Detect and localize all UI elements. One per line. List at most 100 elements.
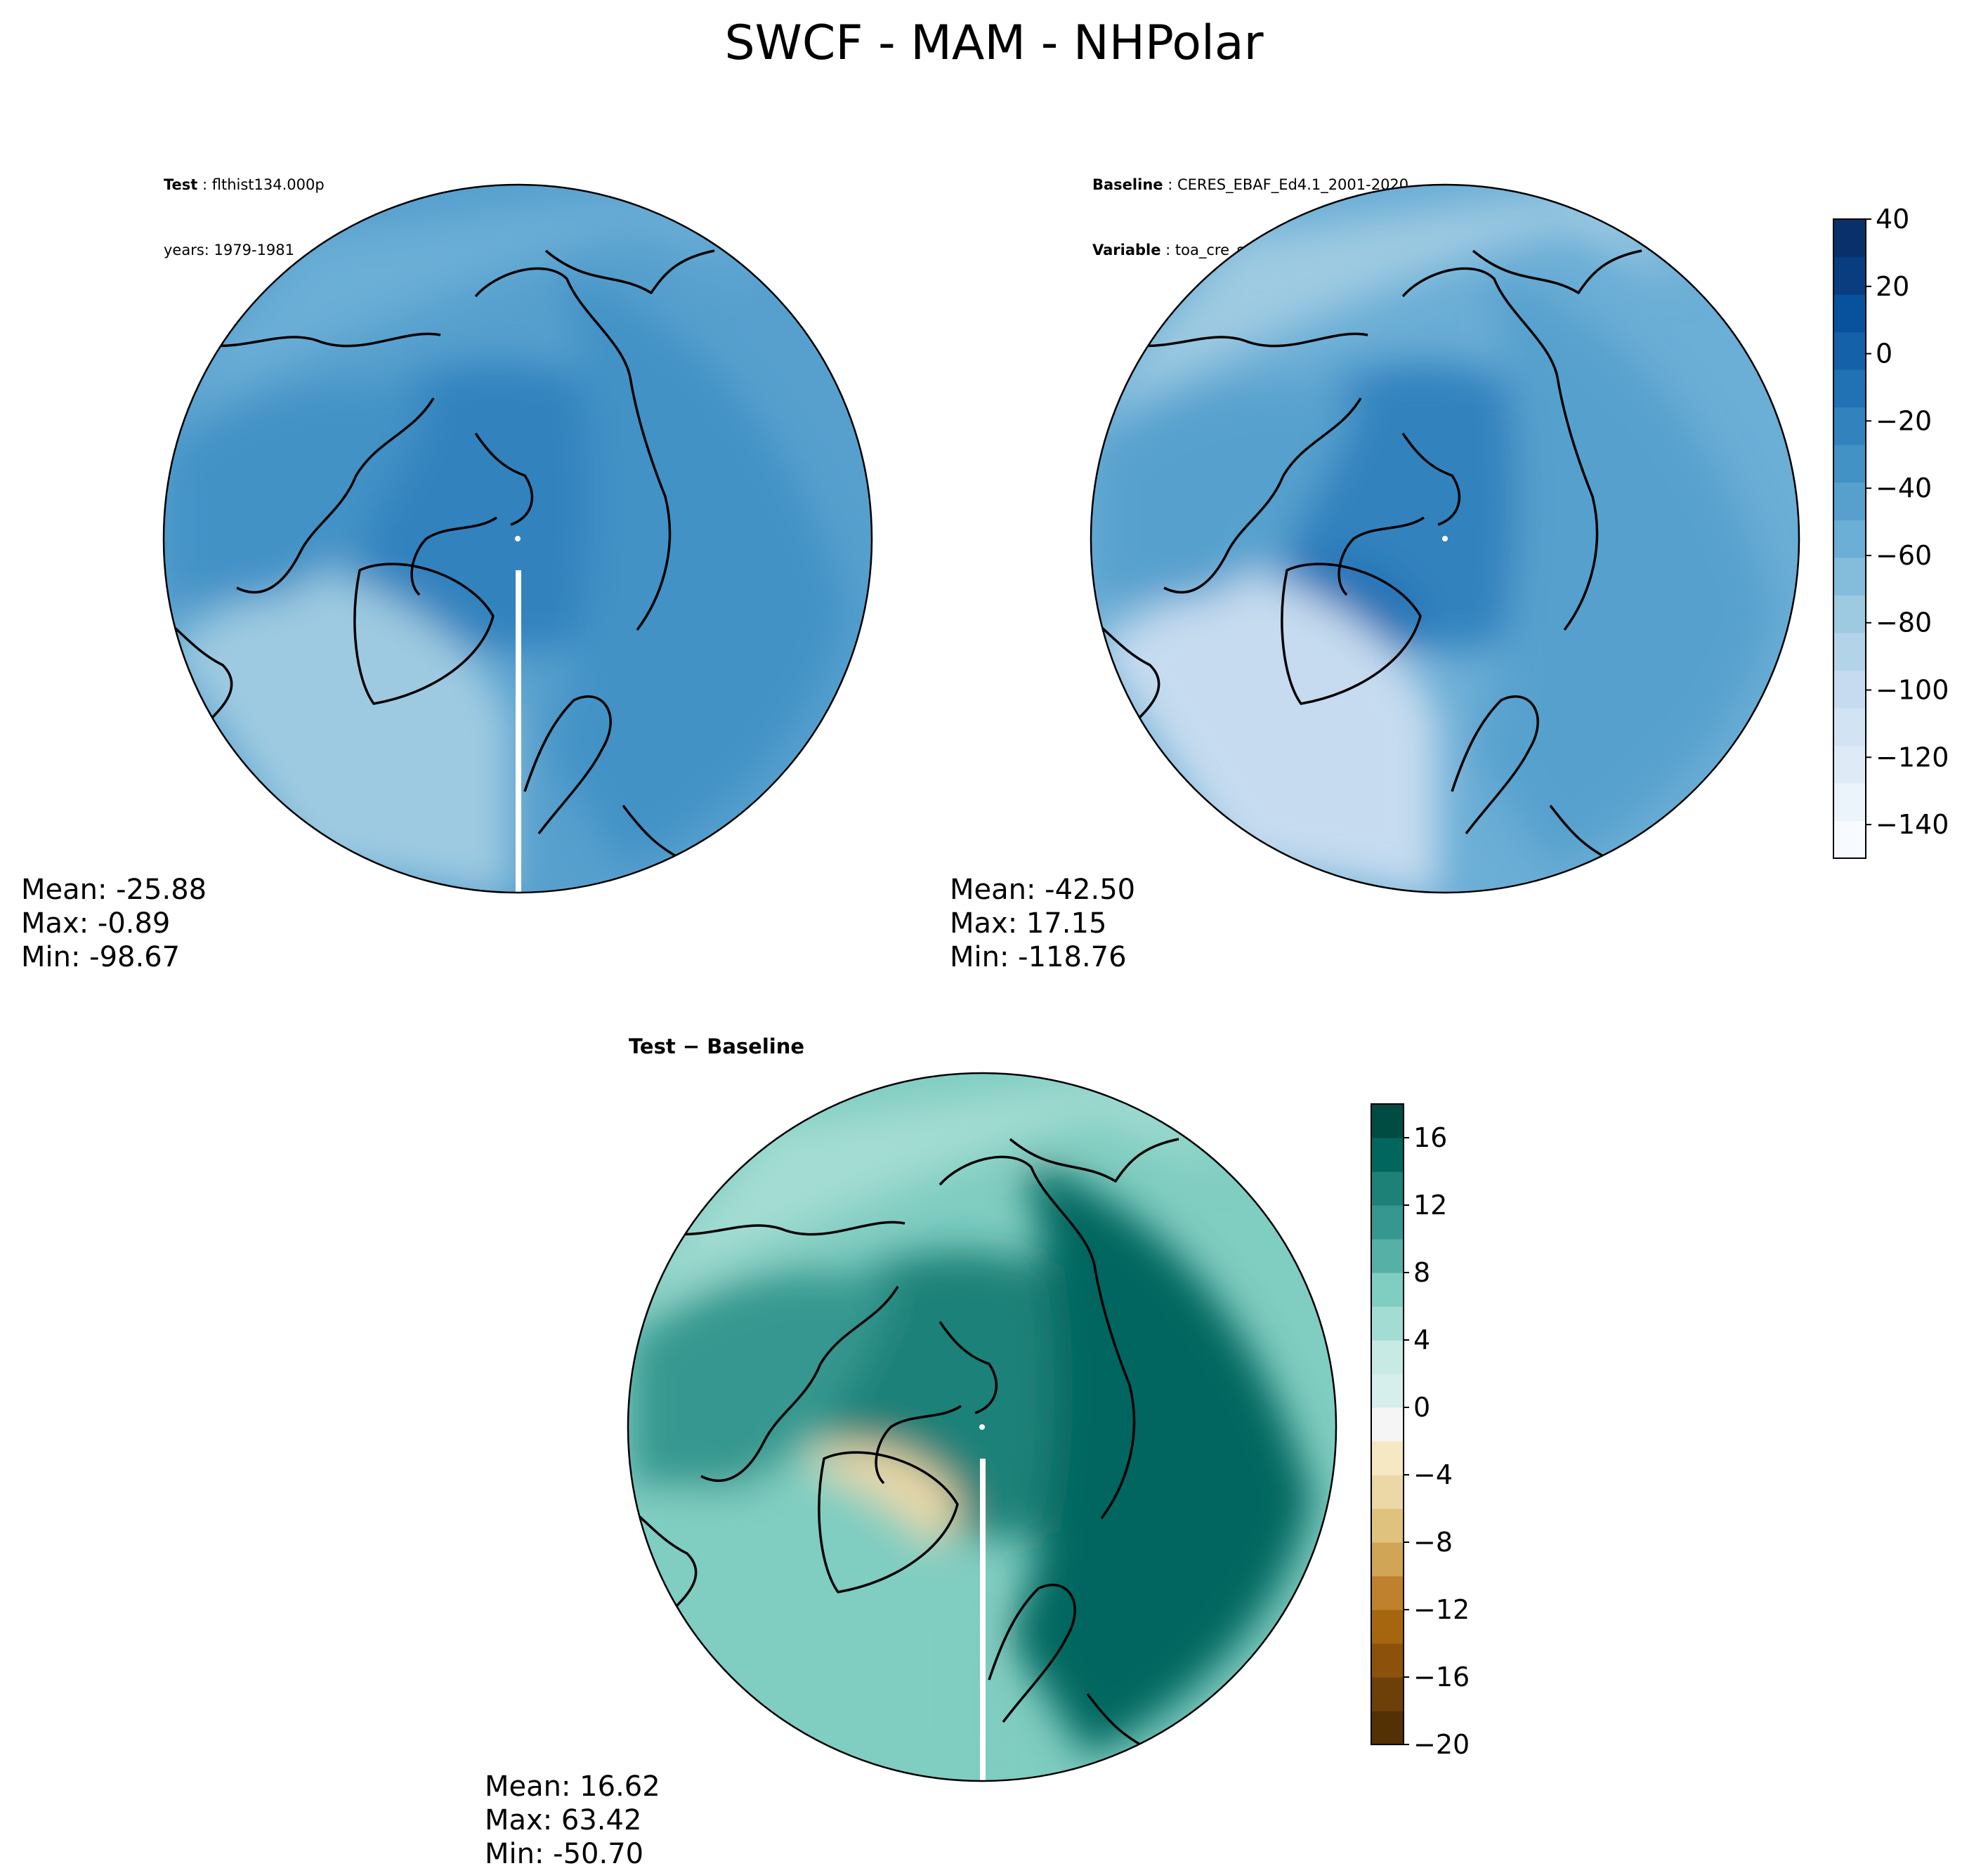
blues-colorbar-tick-label-4: −40 [1876,473,1932,504]
brbg-colorbar-swatch-8 [1371,1441,1404,1476]
brbg-colorbar-swatch-16 [1371,1171,1404,1206]
coastline-5 [1009,1138,1179,1183]
coastline-2 [1281,563,1422,705]
brbg-colorbar-swatch-7 [1371,1475,1404,1509]
brbg-colorbar-swatch-10 [1371,1374,1404,1408]
brbg-colorbar-tick-label-5: −4 [1413,1459,1453,1490]
brbg-colorbar-tick-label-2: 8 [1413,1257,1430,1288]
brbg-colorbar-swatch-1 [1371,1677,1404,1711]
region-north-america [631,1273,898,1490]
panel1-mean: Mean: -25.88 [21,874,207,906]
region-north-atlantic [628,1455,975,1781]
map-border [1090,183,1800,894]
coastline-2 [818,1451,959,1593]
blues-colorbar-frame [1833,218,1866,859]
baseline-colorbar: 40 20 0 −20 −40 −60 −80 −100 −120 −140 [1833,204,1949,859]
blues-colorbar-tick-label-9: −140 [1876,809,1949,840]
coastline-8 [875,1405,962,1485]
panel2-header-case: CERES_EBAF_Ed4.1_2001-2020 [1177,176,1409,193]
blues-colorbar-tick-label-6: −80 [1876,607,1932,638]
blues-colorbar-swatch-12 [1833,369,1866,408]
difference-map [627,1072,1338,1782]
panel1-header-years: years: 1979-1981 [164,242,295,258]
region-eurasia [1473,272,1775,869]
brbg-colorbar-swatch-6 [1371,1509,1404,1543]
region-north-atlantic [164,567,511,893]
panel1-max: Max: -0.89 [21,907,171,940]
coastline-9 [939,1321,998,1414]
panel1-min: Min: -98.67 [21,941,181,973]
pole-marker [515,536,521,541]
panel1-header-case: flthist134.000p [211,176,325,193]
coastline-1 [700,1286,899,1482]
panel2-mean: Mean: -42.50 [950,874,1136,906]
panel3-title: Test − Baseline [629,1034,805,1058]
coastline-5 [1472,249,1642,294]
blues-colorbar-swatch-13 [1833,331,1866,370]
panel2-min: Min: -118.76 [950,941,1127,973]
coastline-8 [1338,516,1425,596]
blues-colorbar-tick-label-7: −100 [1876,675,1949,706]
coastline-4 [1135,332,1368,348]
blues-colorbar-swatch-1 [1833,782,1866,822]
coastline-9 [474,433,533,526]
coastline-8 [410,516,497,596]
coastline-4 [672,1221,905,1236]
panel2-header-label: Baseline [1092,176,1163,193]
blues-colorbar-swatch-16 [1833,219,1866,258]
brbg-colorbar-tick-label-4: 0 [1413,1392,1430,1423]
test-map [162,183,873,894]
blues-colorbar-swatch-6 [1833,595,1866,633]
coastline-0 [1401,267,1599,631]
coastline-0 [939,1155,1136,1520]
blues-colorbar-swatch-7 [1833,557,1866,596]
brbg-colorbar-swatch-3 [1371,1610,1404,1644]
brbg-colorbar-swatch-18 [1371,1104,1404,1138]
brbg-colorbar-tick-label-6: −8 [1413,1527,1453,1558]
coastline-9 [1401,433,1460,526]
brbg-colorbar-tick-label-1: 12 [1413,1190,1447,1221]
brbg-colorbar-swatch-5 [1371,1542,1404,1577]
blues-colorbar-swatch-11 [1833,407,1866,445]
panel2-header: Baseline : CERES_EBAF_Ed4.1_2001-2020 Va… [1092,176,1409,258]
panel3-max: Max: 63.42 [485,1804,642,1836]
blues-colorbar-swatch-5 [1833,632,1866,671]
brbg-colorbar-swatch-12 [1371,1306,1404,1341]
panel1-header-label: Test [164,176,198,193]
blues-colorbar-swatch-10 [1833,445,1866,483]
panel2-header-var-label: Variable [1092,242,1161,258]
panel1-stats: Mean: -25.88 Max: -0.89 Min: -98.67 [21,873,207,974]
coastline-3 [988,1584,1076,1723]
blues-colorbar-swatch-14 [1833,294,1866,333]
panel3-mean: Mean: 16.62 [485,1770,660,1803]
blues-colorbar-swatch-4 [1833,670,1866,709]
pole-marker [979,1424,985,1430]
region-north-atlantic [1091,567,1438,893]
brbg-colorbar-swatch-11 [1371,1340,1404,1374]
brbg-colorbar-swatch-14 [1371,1239,1404,1273]
coastline-5 [544,249,715,294]
region-eurasia [546,272,848,869]
brbg-colorbar-tick-label-0: 16 [1413,1122,1447,1153]
brbg-colorbar-frame [1371,1103,1404,1745]
brbg-colorbar-swatch-4 [1371,1576,1404,1610]
brbg-colorbar-swatch-13 [1371,1273,1404,1307]
coastline-1 [1163,397,1362,593]
coastline-3 [1451,695,1539,835]
brbg-colorbar-swatch-9 [1371,1407,1404,1442]
brbg-colorbar-swatch-17 [1371,1138,1404,1172]
blues-colorbar-swatch-15 [1833,256,1866,295]
dateline-seam [980,1459,986,1781]
figure-title: SWCF - MAM - NHPolar [724,15,1264,71]
panel1-header: Test : flthist134.000p years: 1979-1981 [164,131,325,283]
blues-colorbar-tick-label-1: 20 [1876,271,1909,302]
map-border [627,1072,1338,1782]
blues-colorbar-tick-label-5: −60 [1876,540,1932,571]
brbg-colorbar-swatch-15 [1371,1205,1404,1240]
pole-marker [1442,536,1448,541]
coastline-2 [353,563,495,705]
brbg-colorbar-tick-label-7: −12 [1413,1594,1470,1625]
panel3-stats: Mean: 16.62 Max: 63.42 Min: -50.70 [485,1770,660,1871]
map-border [162,183,873,894]
